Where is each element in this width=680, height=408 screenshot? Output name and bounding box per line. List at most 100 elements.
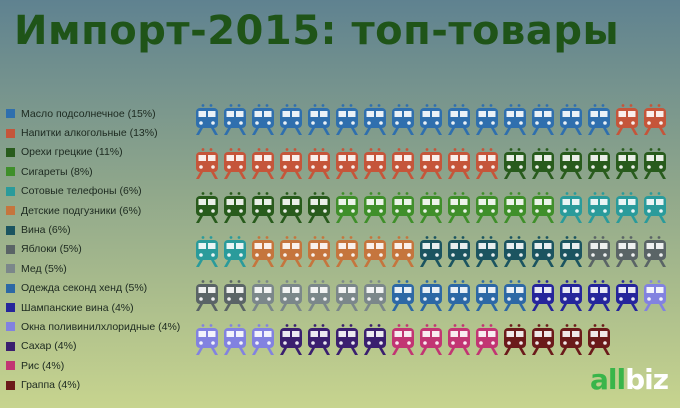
train-icon xyxy=(196,236,218,267)
train-icon xyxy=(588,236,610,267)
train-icon xyxy=(364,236,386,267)
legend-label: Окна поливинилхлоридные (4%) xyxy=(21,320,181,333)
train-icon xyxy=(392,324,414,355)
legend-swatch xyxy=(6,380,15,390)
legend-label: Граппа (4%) xyxy=(21,379,81,392)
legend-label: Сигареты (8%) xyxy=(21,165,93,178)
legend-swatch xyxy=(6,303,15,313)
train-icon xyxy=(308,192,330,223)
train-icon xyxy=(532,280,554,311)
legend-item: Сотовые телефоны (6%) xyxy=(6,182,196,201)
train-icon xyxy=(616,280,638,311)
train-icon xyxy=(588,192,610,223)
train-icon xyxy=(532,236,554,267)
legend-label: Одежда секонд хенд (5%) xyxy=(21,282,148,295)
train-icon xyxy=(336,236,358,267)
legend-swatch xyxy=(6,341,15,351)
train-icon xyxy=(224,148,246,179)
train-icon xyxy=(252,192,274,223)
train-icon xyxy=(532,104,554,135)
train-icon xyxy=(252,280,274,311)
legend-item: Детские подгузники (6%) xyxy=(6,201,196,220)
legend-item: Масло подсолнечное (15%) xyxy=(6,104,196,123)
train-icon xyxy=(420,148,442,179)
train-icon xyxy=(448,280,470,311)
train-icon xyxy=(280,280,302,311)
legend-item: Орехи грецкие (11%) xyxy=(6,143,196,162)
train-icon xyxy=(560,324,582,355)
train-icon xyxy=(616,236,638,267)
train-icon xyxy=(504,236,526,267)
train-icon xyxy=(308,324,330,355)
train-icon xyxy=(392,104,414,135)
legend-label: Рис (4%) xyxy=(21,359,65,372)
legend-item: Мед (5%) xyxy=(6,259,196,278)
train-icon xyxy=(420,324,442,355)
allbiz-logo: allbiz xyxy=(589,363,669,396)
legend-label: Сахар (4%) xyxy=(21,340,77,353)
legend-label: Орехи грецкие (11%) xyxy=(21,146,123,159)
train-icon xyxy=(308,104,330,135)
train-icon xyxy=(532,148,554,179)
train-icon xyxy=(448,104,470,135)
legend-item: Напитки алкогольные (13%) xyxy=(6,123,196,142)
train-icon xyxy=(252,236,274,267)
legend-swatch xyxy=(6,206,15,216)
legend-label: Вина (6%) xyxy=(21,224,71,237)
train-icon xyxy=(644,236,666,267)
train-icon xyxy=(224,192,246,223)
train-icon xyxy=(448,236,470,267)
train-icon xyxy=(280,148,302,179)
train-icon xyxy=(336,324,358,355)
train-icon xyxy=(476,236,498,267)
legend-item: Окна поливинилхлоридные (4%) xyxy=(6,317,196,336)
train-icon xyxy=(224,280,246,311)
train-icon xyxy=(364,280,386,311)
chart-title: Импорт-2015: топ-товары xyxy=(14,8,620,54)
legend-item: Одежда секонд хенд (5%) xyxy=(6,279,196,298)
train-icon xyxy=(476,148,498,179)
legend-item: Сахар (4%) xyxy=(6,337,196,356)
train-icon xyxy=(252,104,274,135)
legend-label: Шампанские вина (4%) xyxy=(21,301,134,314)
train-icon xyxy=(336,148,358,179)
legend-label: Сотовые телефоны (6%) xyxy=(21,185,142,198)
legend-label: Яблоки (5%) xyxy=(21,243,82,256)
legend-swatch xyxy=(6,361,15,371)
train-icon xyxy=(364,104,386,135)
legend-swatch xyxy=(6,264,15,274)
legend-swatch xyxy=(6,244,15,254)
train-icon xyxy=(392,280,414,311)
legend-label: Масло подсолнечное (15%) xyxy=(21,107,156,120)
train-icon xyxy=(616,192,638,223)
legend-item: Шампанские вина (4%) xyxy=(6,298,196,317)
train-icon xyxy=(392,148,414,179)
train-icon xyxy=(588,324,610,355)
train-icon xyxy=(644,192,666,223)
legend-item: Вина (6%) xyxy=(6,220,196,239)
legend-swatch xyxy=(6,128,15,138)
train-icon xyxy=(588,280,610,311)
train-icon xyxy=(616,148,638,179)
train-icon xyxy=(336,104,358,135)
train-icon xyxy=(616,104,638,135)
train-icon xyxy=(420,236,442,267)
train-icon xyxy=(224,324,246,355)
train-icon xyxy=(196,148,218,179)
legend-swatch xyxy=(6,147,15,157)
train-icon xyxy=(224,236,246,267)
legend-item: Рис (4%) xyxy=(6,356,196,375)
legend-swatch xyxy=(6,283,15,293)
train-icon xyxy=(252,148,274,179)
legend-item: Граппа (4%) xyxy=(6,375,196,394)
legend-label: Напитки алкогольные (13%) xyxy=(21,127,158,140)
train-icon xyxy=(448,192,470,223)
train-icon xyxy=(308,236,330,267)
train-icon xyxy=(532,192,554,223)
train-icon xyxy=(560,104,582,135)
train-icon xyxy=(504,148,526,179)
train-icon xyxy=(644,104,666,135)
train-icon xyxy=(560,280,582,311)
